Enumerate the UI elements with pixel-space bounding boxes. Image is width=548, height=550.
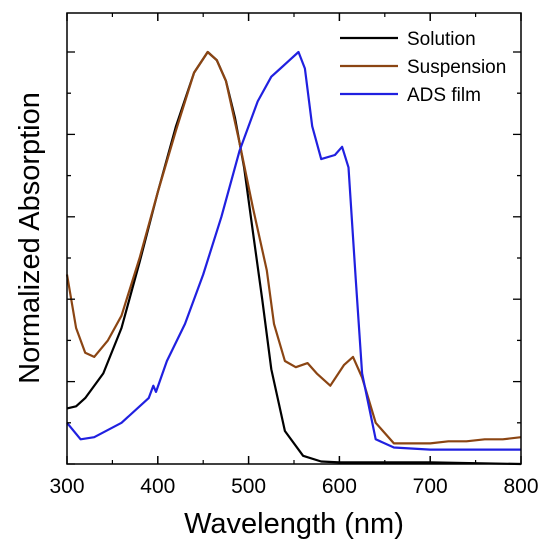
series-line-suspension [65, 50, 522, 445]
x-tick-label: 300 [49, 475, 84, 498]
series-line-solution [66, 50, 522, 466]
plot-frame [66, 12, 522, 465]
legend-label: Solution [407, 29, 476, 50]
x-axis-title: Wavelength (nm) [184, 508, 404, 540]
ticks-layer [66, 13, 522, 465]
x-tick-label: 400 [140, 475, 175, 498]
series-line-ads-film [66, 50, 521, 451]
y-axis-title: Normalized Absorption [14, 92, 46, 384]
x-tick-label: 700 [413, 475, 448, 498]
x-tick-label: 800 [503, 475, 538, 498]
legend: Solution Suspension ADS film [340, 29, 506, 106]
legend-label: ADS film [407, 85, 481, 106]
x-tick-label: 600 [322, 475, 357, 498]
legend-label: Suspension [407, 57, 506, 78]
series-layer [65, 50, 522, 466]
x-tick-label: 500 [231, 475, 266, 498]
x-tick-labels: 300 400 500 600 700 800 [49, 475, 538, 498]
